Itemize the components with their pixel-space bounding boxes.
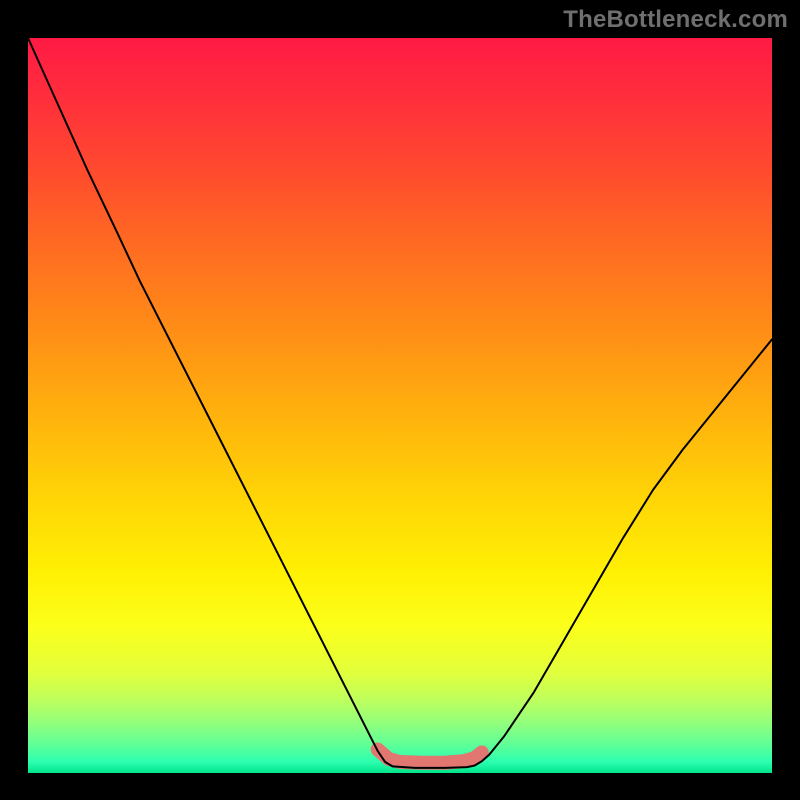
watermark-text: TheBottleneck.com xyxy=(563,6,788,34)
plot-background xyxy=(28,38,772,773)
bottleneck-plot xyxy=(28,38,772,773)
chart-frame: TheBottleneck.com xyxy=(0,0,800,800)
